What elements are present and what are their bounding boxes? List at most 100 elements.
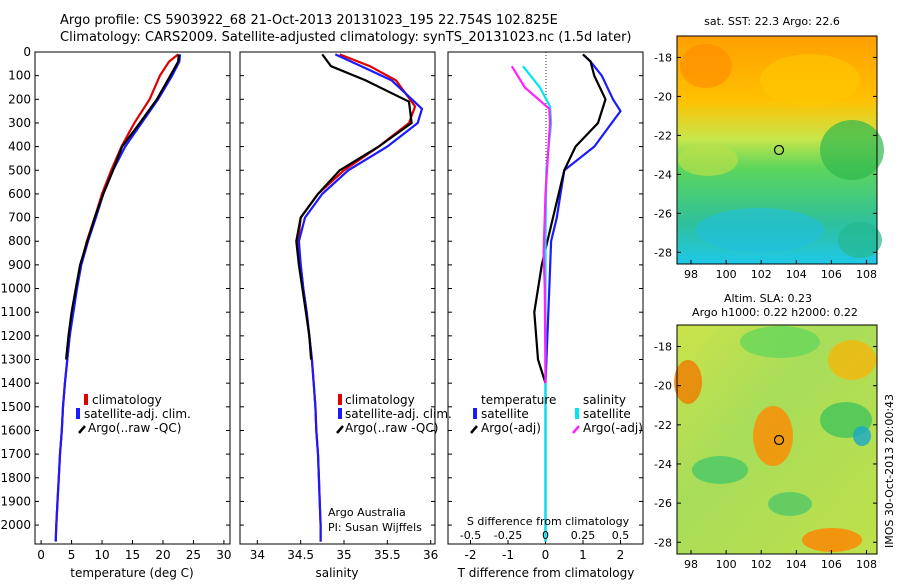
- x-tick-label: 34.5: [287, 548, 314, 562]
- panel3-top-label: S difference from climatology: [467, 515, 630, 528]
- legend-swatch-black: [470, 425, 478, 434]
- depth-tick-label: 1500: [0, 400, 31, 414]
- map2-title2: Argo h1000: 0.22 h2000: 0.22: [692, 306, 858, 319]
- legend-title-salinity: salinity: [583, 393, 626, 407]
- map1-blob: [820, 120, 884, 180]
- map2-blob: [802, 528, 862, 552]
- x-tick-label: 0: [542, 548, 550, 562]
- panel2-series: [295, 53, 424, 542]
- legend-swatch-blue: [473, 408, 477, 419]
- x-tick-label: 1: [579, 548, 587, 562]
- depth-tick-label: 1800: [0, 471, 31, 485]
- map-y-tick-label: -22: [654, 419, 672, 432]
- legend-swatch-red: [84, 394, 88, 405]
- s-tick-label: -0.5: [460, 529, 481, 542]
- panel1-series: [54, 53, 182, 542]
- map1-blob: [760, 54, 860, 106]
- map2-blob: [674, 360, 702, 404]
- map1-image: [676, 35, 884, 265]
- depth-tick-label: 800: [8, 234, 31, 248]
- legend-label: satellite-adj. clim.: [345, 407, 452, 421]
- x-tick-label: 5: [68, 548, 76, 562]
- series-line-cyan: [522, 65, 553, 542]
- map-y-tick-label: -20: [654, 90, 672, 103]
- x-tick-label: 0: [37, 548, 45, 562]
- map-y-tick-label: -18: [654, 341, 672, 354]
- depth-tick-label: 900: [8, 258, 31, 272]
- x-tick-label: 35.5: [374, 548, 401, 562]
- s-tick-label: 0.25: [571, 529, 596, 542]
- legend-swatch-blue: [76, 408, 80, 419]
- panel2-note1: Argo Australia: [328, 506, 406, 519]
- map2-frame: [676, 324, 878, 555]
- map-x-tick-label: 106: [821, 268, 842, 281]
- map1-blob: [838, 222, 882, 258]
- legend-label: Argo(..raw -QC): [345, 421, 438, 435]
- x-tick-label: 15: [125, 548, 140, 562]
- map-y-tick-label: -22: [654, 129, 672, 142]
- side-label: IMOS 30-Oct-2013 20:00:43: [883, 394, 896, 548]
- depth-tick-label: 600: [8, 187, 31, 201]
- map-x-tick-label: 102: [751, 558, 772, 571]
- legend-label: Argo(-adj): [583, 421, 643, 435]
- map-x-tick-label: 104: [786, 268, 807, 281]
- map2-blob: [740, 326, 820, 358]
- map1-blob: [680, 44, 732, 88]
- depth-tick-label: 1000: [0, 282, 31, 296]
- series-line-black: [65, 54, 180, 360]
- depth-tick-label: 400: [8, 140, 31, 154]
- legend-label: climatology: [345, 393, 415, 407]
- x-tick-label: 2: [617, 548, 625, 562]
- x-tick-label: 34: [250, 548, 265, 562]
- map-x-tick-label: 108: [856, 558, 877, 571]
- series-line-blue: [544, 53, 622, 542]
- map-x-tick-label: 98: [684, 268, 698, 281]
- legend-label: climatology: [92, 393, 162, 407]
- map-y-tick-label: -28: [654, 536, 672, 549]
- s-tick-label: 0.5: [612, 529, 630, 542]
- panel2-legend: climatology satellite-adj. clim. Argo(..…: [328, 393, 452, 534]
- x-tick-label: -2: [465, 548, 477, 562]
- map-x-tick-label: 100: [716, 558, 737, 571]
- header-line1: Argo profile: CS 5903922_68 21-Oct-2013 …: [60, 13, 558, 28]
- depth-tick-label: 1700: [0, 447, 31, 461]
- map-y-tick-label: -26: [654, 497, 672, 510]
- depth-tick-label: 0: [23, 45, 31, 59]
- map1-blob: [678, 144, 738, 176]
- map2-title1: Altim. SLA: 0.23: [724, 292, 812, 305]
- panel3-x-axis: -2 -1 0 1 2: [465, 540, 625, 562]
- map2-blob: [828, 340, 876, 380]
- panel2-frame: [239, 51, 436, 545]
- panel2-xlabel: salinity: [315, 566, 358, 580]
- series-line-black: [295, 53, 413, 360]
- legend-swatch-red: [338, 394, 342, 405]
- depth-tick-label: 200: [8, 92, 31, 106]
- s-tick-label: -0.25: [494, 529, 522, 542]
- panel1-legend: climatology satellite-adj. clim. Argo(..…: [76, 393, 191, 435]
- map2-blob: [853, 426, 871, 446]
- legend-swatch-black: [336, 425, 344, 434]
- legend-label: Argo(..raw -QC): [88, 421, 181, 435]
- map1-title: sat. SST: 22.3 Argo: 22.6: [704, 15, 840, 28]
- map2-blob: [768, 492, 812, 516]
- map-x-tick-label: 98: [684, 558, 698, 571]
- x-tick-label: 25: [186, 548, 201, 562]
- legend-swatch-magenta: [572, 425, 580, 434]
- map-x-tick-label: 102: [751, 268, 772, 281]
- legend-label: satellite-adj. clim.: [84, 407, 191, 421]
- series-line-magenta: [510, 65, 552, 384]
- legend-label: satellite: [583, 407, 631, 421]
- depth-tick-label: 1400: [0, 376, 31, 390]
- panel3-xlabel: T difference from climatology: [457, 566, 635, 580]
- depth-tick-label: 300: [8, 116, 31, 130]
- legend-label: satellite: [481, 407, 529, 421]
- map-y-tick-label: -18: [654, 51, 672, 64]
- map-y-tick-label: -24: [654, 458, 672, 471]
- depth-tick-label: 700: [8, 211, 31, 225]
- map-x-tick-label: 106: [821, 558, 842, 571]
- header-line2: Climatology: CARS2009. Satellite-adjuste…: [60, 30, 632, 45]
- panel1-xlabel: temperature (deg C): [70, 566, 193, 580]
- map-y-tick-label: -26: [654, 207, 672, 220]
- panel3-salinity-ticks: -0.5 -0.25 0 0.25 0.5: [460, 529, 629, 542]
